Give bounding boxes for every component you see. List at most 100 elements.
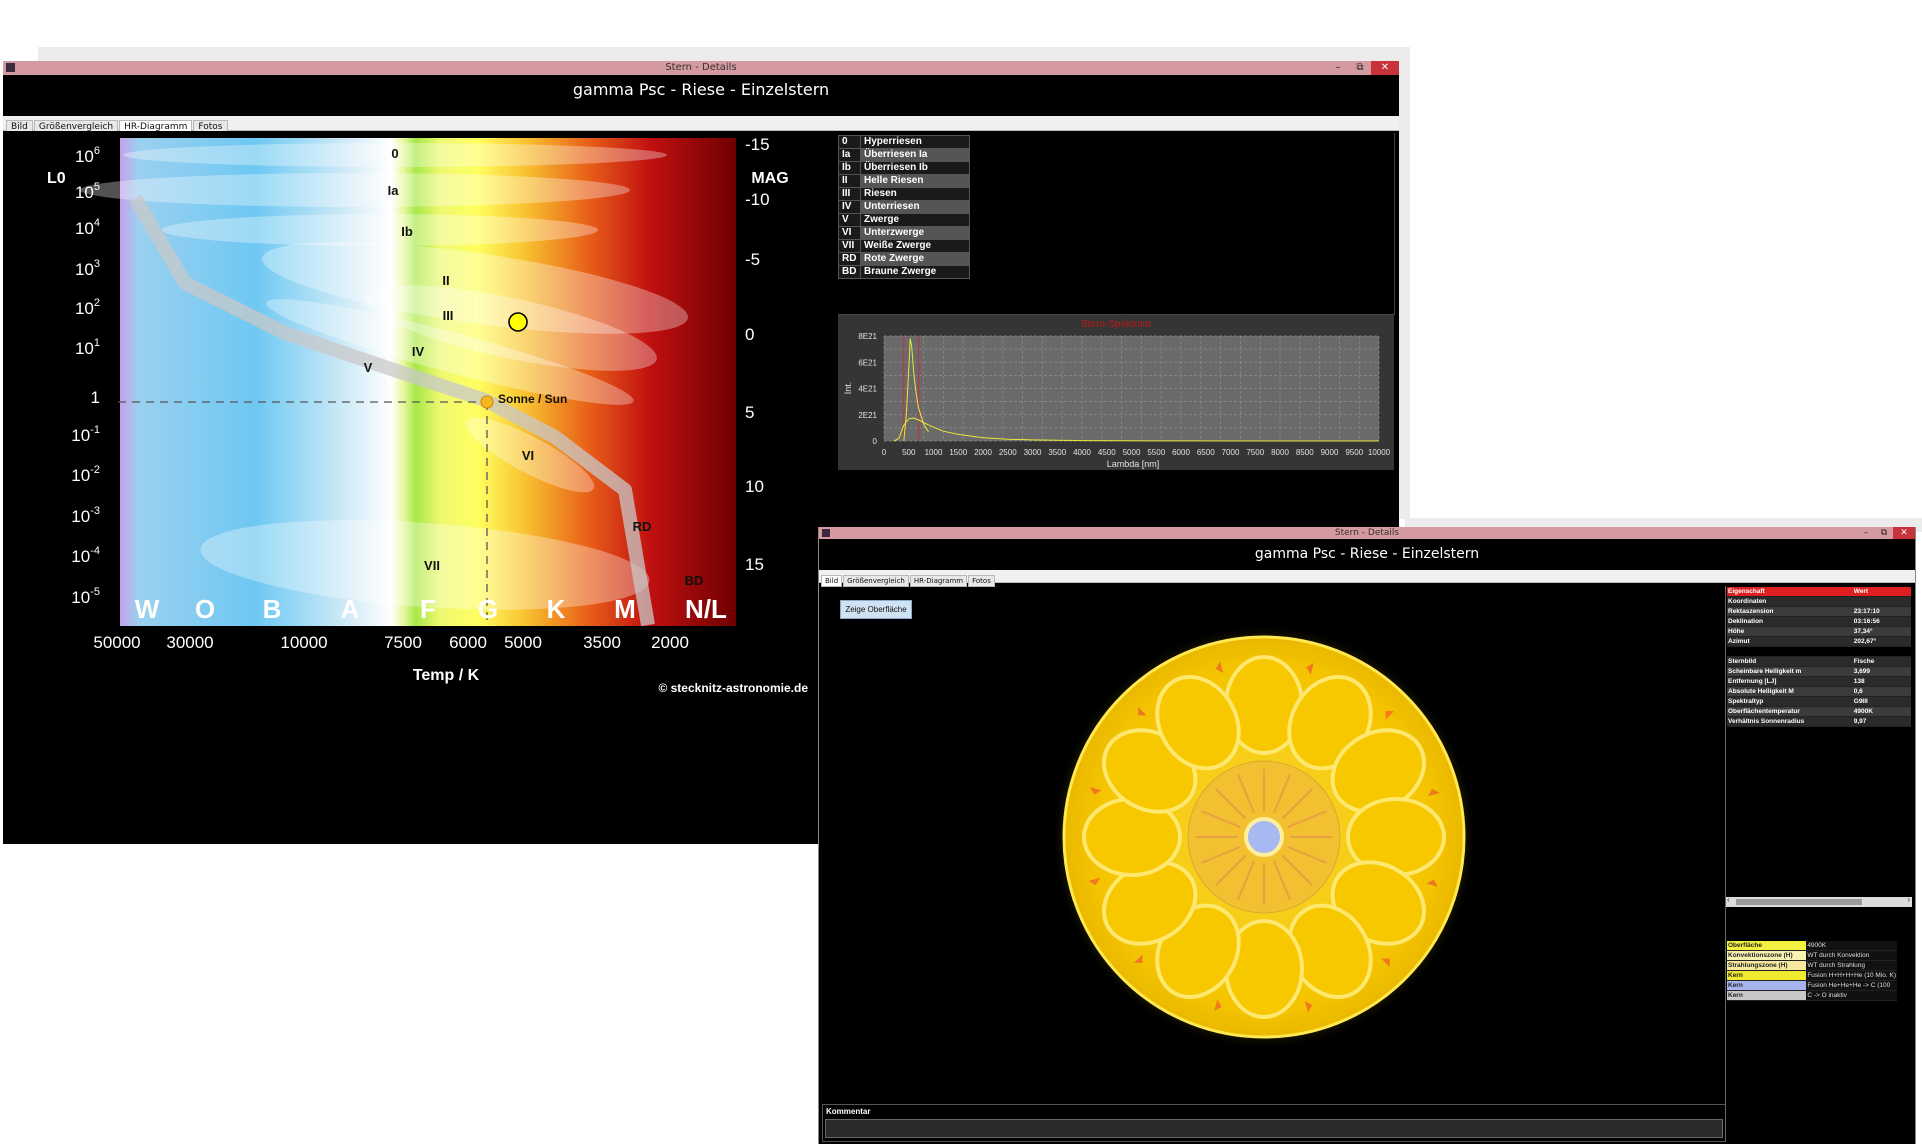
minimize-icon[interactable]: – [1335, 62, 1341, 73]
layer-row: Konvektionszone (H) WT durch Konvektion [1727, 950, 1897, 961]
legend-row: Ib Überriesen Ib [838, 161, 970, 175]
radiation-arrow [1237, 860, 1256, 901]
property-row[interactable]: Deklination 03:16:56 [1727, 616, 1911, 627]
scroll-right-icon[interactable]: › [1907, 895, 1910, 904]
property-name: Spektraltyp [1727, 696, 1853, 707]
tab-fotos[interactable]: Fotos [968, 575, 995, 587]
comment-section: Kommentar [822, 1104, 1726, 1142]
layer-row: Kern Fusion He+He+He -> C (100 [1727, 980, 1897, 991]
luminosity-tick-label: 10-1 [71, 424, 100, 445]
luminosity-class-label: III [443, 308, 454, 323]
spectrum-x-tick: 3500 [1048, 448, 1066, 457]
property-row[interactable]: Sternbild Fische [1727, 656, 1911, 667]
luminosity-class-regions [80, 143, 688, 610]
spectral-class-label: M [614, 594, 636, 624]
tab-bar: Bild Größenvergleich HR-Diagramm Fotos [819, 570, 1915, 587]
spectrum-y-label: Int. [843, 382, 853, 395]
magnitude-tick-label: 0 [745, 325, 754, 344]
spectrum-x-tick: 8500 [1296, 448, 1314, 457]
legend-value: Überriesen Ia [860, 148, 970, 162]
spectrum-x-tick: 5000 [1123, 448, 1141, 457]
spectrum-x-tick: 500 [902, 448, 916, 457]
tab-fotos[interactable]: Fotos [193, 120, 228, 134]
scroll-thumb[interactable] [1736, 899, 1862, 905]
convection-arrow-icon [1306, 662, 1314, 675]
minimize-icon[interactable]: – [1863, 528, 1869, 538]
property-value: 4900K [1852, 706, 1911, 717]
luminosity-tick-label: 10-3 [71, 505, 100, 526]
luminosity-class-legend: 0 Hyperriesen Ia Überriesen Ia Ib Überriesen … [838, 135, 970, 279]
scroll-left-icon[interactable]: ‹ [1727, 895, 1730, 904]
property-value: 9,97 [1852, 716, 1911, 727]
layer-name: Kern [1727, 990, 1807, 1001]
property-row[interactable]: Verhältnis Sonnenradius 9,97 [1727, 716, 1911, 727]
luminosity-tick-label: 10-2 [71, 464, 100, 485]
property-row[interactable]: Oberflächentemperatur 4900K [1727, 706, 1911, 717]
properties-table: Eigenschaft Wert Koordinaten Rektaszension 2… [1727, 587, 1911, 727]
horizontal-scrollbar[interactable]: ‹ › [1726, 895, 1912, 907]
property-name: Oberflächentemperatur [1727, 706, 1853, 717]
star-details-window-bild: Stern - Details – ⧉ ✕ gamma Psc - Riese … [818, 527, 1916, 1144]
legend-row: III Riesen [838, 187, 970, 201]
property-name: Rektaszension [1727, 606, 1853, 617]
spectrum-x-tick: 3000 [1024, 448, 1042, 457]
layer-value: Fusion H+H+H+He (10 Mio. K) [1806, 970, 1897, 981]
luminosity-tick-label: 104 [75, 217, 100, 238]
layers-table: Oberfläche 4900K Konvektionszone (H) WT dur… [1727, 941, 1897, 1001]
property-value: 37,34° [1852, 626, 1911, 637]
legend-row: VII Weiße Zwerge [838, 239, 970, 253]
tab-hr-diagramm[interactable]: HR-Diagramm [909, 575, 968, 587]
spectrum-x-tick: 4000 [1073, 448, 1091, 457]
maximize-icon[interactable]: ⧉ [1880, 528, 1888, 538]
spectrum-x-tick: 2000 [974, 448, 992, 457]
property-value: 0,6 [1852, 686, 1911, 697]
legend-row: V Zwerge [838, 213, 970, 227]
close-icon[interactable]: ✕ [1371, 61, 1399, 75]
maximize-icon[interactable]: ⧉ [1356, 62, 1364, 73]
property-row[interactable]: Höhe 37,34° [1727, 626, 1911, 637]
radiation-arrow [1215, 854, 1247, 886]
property-row[interactable]: Azimut 202,67° [1727, 636, 1911, 647]
property-row[interactable]: Koordinaten [1727, 596, 1911, 607]
layer-name: Konvektionszone (H) [1727, 950, 1807, 961]
legend-key: V [838, 213, 861, 227]
legend-key: 0 [838, 135, 861, 149]
convection-cells [1082, 655, 1446, 1019]
layer-name: Kern [1727, 980, 1807, 991]
spectrum-chart: Stern-Spektrum Int. Lambda [nm] 0 500 1000… [843, 319, 1391, 469]
legend-value: Unterriesen [860, 200, 970, 214]
property-row[interactable] [1727, 646, 1911, 657]
convection-arrow-icon [1214, 999, 1222, 1012]
convection-arrow-icon [1304, 1000, 1313, 1013]
property-row[interactable]: Spektraltyp G9III [1727, 696, 1911, 707]
spectrum-x-tick: 6500 [1197, 448, 1215, 457]
spectrum-x-tick: 9000 [1321, 448, 1339, 457]
property-row[interactable]: Rektaszension 23:17:10 [1727, 606, 1911, 617]
property-row[interactable]: Absolute Helligkeit M 0,6 [1727, 686, 1911, 697]
tab-groessenvergleich[interactable]: Größenvergleich [843, 575, 909, 587]
legend-value: Unterzwerge [860, 226, 970, 240]
temperature-tick-label: 2000 [651, 633, 689, 652]
comment-field[interactable] [825, 1119, 1723, 1138]
property-value [1852, 596, 1911, 607]
layer-value: WT durch Strahlung [1806, 960, 1897, 971]
spectrum-y-tick: 0 [873, 437, 878, 446]
property-value: 3,699 [1852, 666, 1911, 677]
luminosity-class-label: VI [522, 448, 534, 463]
radiation-arrow [1237, 773, 1256, 814]
property-name: Höhe [1727, 626, 1853, 637]
temperature-tick-label: 6000 [449, 633, 487, 652]
property-row[interactable]: Entfernung [LJ] 138 [1727, 676, 1911, 687]
property-value: Fische [1852, 656, 1911, 667]
legend-key: III [838, 187, 861, 201]
tab-bild[interactable]: Bild [821, 575, 843, 587]
temperature-tick-label: 7500 [384, 633, 422, 652]
show-surface-button[interactable]: Zeige Oberfläche [840, 600, 912, 619]
main-sequence-band [128, 194, 655, 627]
radiation-arrow [1272, 773, 1291, 814]
close-icon[interactable]: ✕ [1893, 527, 1915, 539]
property-row[interactable]: Scheinbare Helligkeit m 3,699 [1727, 666, 1911, 677]
legend-value: Überriesen Ib [860, 161, 970, 175]
class-ii-region [262, 242, 688, 334]
legend-row: Ia Überriesen Ia [838, 148, 970, 162]
